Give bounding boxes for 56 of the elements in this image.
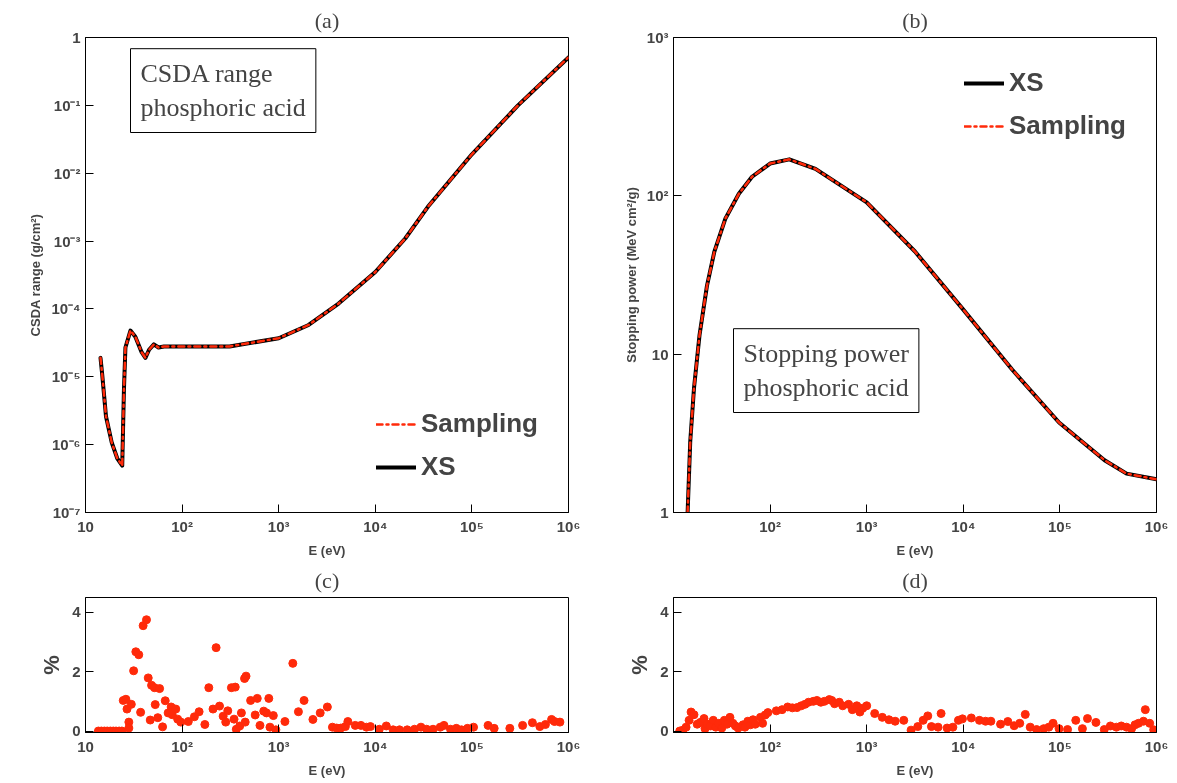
y-tick-label: 10⁻³ bbox=[53, 232, 81, 250]
y-tick-label: 10⁻⁴ bbox=[51, 300, 81, 318]
annotation: Stopping power phosphoric acid bbox=[743, 338, 910, 403]
legend-label: XS bbox=[420, 451, 456, 482]
legend-label: XS bbox=[1008, 67, 1044, 98]
y-tick-label: 1 bbox=[72, 29, 81, 46]
x-axis-title: E (eV) bbox=[308, 762, 346, 778]
y-tick-label: 10³ bbox=[646, 29, 669, 46]
x-tick-label: 10⁵ bbox=[460, 737, 484, 755]
x-tick-label: 10⁴ bbox=[363, 517, 388, 535]
x-tick-label: 10⁶ bbox=[556, 517, 581, 535]
y-tick-label: 1 bbox=[660, 504, 669, 521]
legend-label: Sampling bbox=[1008, 110, 1126, 141]
legend-label: Sampling bbox=[420, 408, 538, 439]
y-tick-label: 10⁻⁷ bbox=[52, 504, 81, 521]
x-tick-label: 10⁴ bbox=[951, 517, 976, 535]
x-tick-label: 10⁵ bbox=[1048, 737, 1072, 755]
chart-title: (c) bbox=[314, 567, 340, 593]
y-tick-label: 10⁻⁵ bbox=[51, 368, 81, 386]
x-tick-label: 10⁶ bbox=[556, 737, 581, 755]
x-tick-label: 10² bbox=[759, 737, 781, 755]
y-tick-label: 10⁻² bbox=[53, 164, 81, 182]
chart-title: (a) bbox=[314, 7, 340, 33]
y-tick-label: 10² bbox=[646, 187, 669, 205]
y-axis-title: Stopping power (MeV cm²/g) bbox=[623, 187, 639, 363]
x-tick-label: 10² bbox=[171, 737, 193, 755]
chart-title: (b) bbox=[902, 7, 928, 33]
x-tick-label: 10³ bbox=[855, 737, 878, 755]
x-axis-title: E (eV) bbox=[308, 542, 346, 558]
y-tick-label: 10⁻⁶ bbox=[51, 436, 81, 454]
x-tick-label: 10³ bbox=[267, 517, 290, 535]
y-tick-label: 10 bbox=[651, 345, 669, 363]
x-tick-label: 10² bbox=[171, 517, 193, 535]
x-tick-label: 10⁶ bbox=[1144, 737, 1169, 755]
x-tick-label: 10³ bbox=[267, 737, 290, 755]
x-axis-title: E (eV) bbox=[896, 542, 934, 558]
x-tick-label: 10⁴ bbox=[951, 737, 976, 755]
x-tick-label: 10³ bbox=[855, 517, 878, 535]
x-tick-label: 10⁵ bbox=[1048, 517, 1072, 535]
x-tick-label: 10⁵ bbox=[460, 517, 484, 535]
x-tick-label: 10⁶ bbox=[1144, 517, 1169, 535]
y-tick-label: 2 bbox=[660, 662, 669, 680]
chart-title: (d) bbox=[902, 567, 928, 593]
y-tick-label: 10⁻¹ bbox=[53, 96, 81, 114]
y-tick-label: 4 bbox=[72, 603, 82, 621]
x-axis-title: E (eV) bbox=[896, 762, 934, 778]
y-axis-title: % bbox=[627, 655, 653, 675]
x-tick-label: 10² bbox=[759, 517, 781, 535]
annotation: CSDA range phosphoric acid bbox=[140, 58, 306, 123]
y-axis-title: % bbox=[39, 655, 65, 675]
y-tick-label: 4 bbox=[660, 603, 670, 621]
y-axis-title: CSDA range (g/cm²) bbox=[28, 214, 44, 337]
y-tick-label: 0 bbox=[660, 722, 669, 740]
y-tick-label: 2 bbox=[72, 662, 81, 680]
y-tick-label: 0 bbox=[72, 722, 81, 740]
x-tick-label: 10⁴ bbox=[363, 737, 388, 755]
